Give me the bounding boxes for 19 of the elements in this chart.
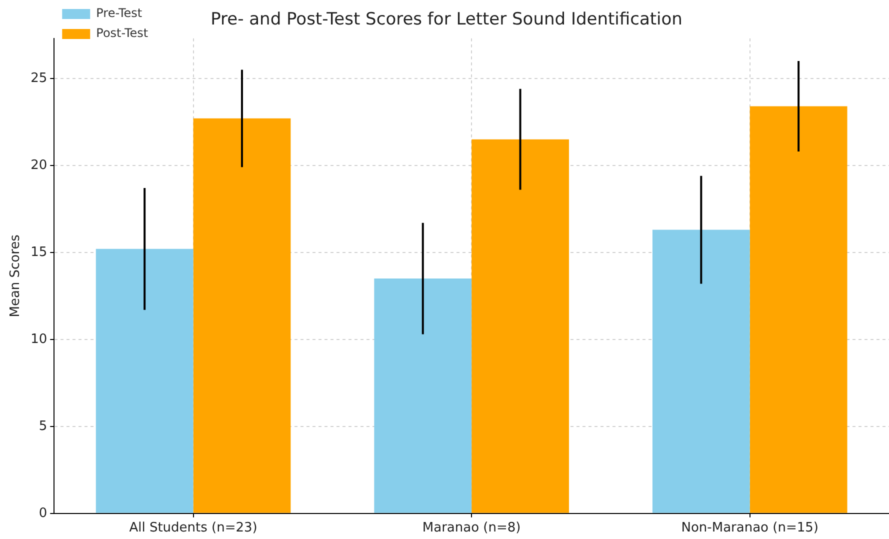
y-axis-title: Mean Scores xyxy=(8,234,24,318)
bar xyxy=(652,230,750,513)
x-tick-label: Maranao (n=8) xyxy=(422,520,521,536)
bar xyxy=(96,248,194,513)
bar xyxy=(374,278,472,513)
y-tick-label: 20 xyxy=(30,158,48,173)
chart-title: Pre- and Post-Test Scores for Letter Sound Identification xyxy=(210,10,682,30)
x-tick-label: All Students (n=23) xyxy=(129,520,258,536)
bar xyxy=(750,106,848,513)
bar xyxy=(472,139,569,513)
y-tick-label: 10 xyxy=(30,332,48,347)
y-tick-label: 25 xyxy=(30,70,48,86)
legend-label: Post-Test xyxy=(96,26,148,40)
y-tick-label: 0 xyxy=(38,506,48,521)
y-tick-label: 5 xyxy=(38,418,48,434)
y-tick-label: 15 xyxy=(30,244,48,260)
bar xyxy=(193,118,291,513)
x-tick-label: Non-Maranao (n=15) xyxy=(681,520,818,536)
legend-label: Pre-Test xyxy=(96,6,142,20)
